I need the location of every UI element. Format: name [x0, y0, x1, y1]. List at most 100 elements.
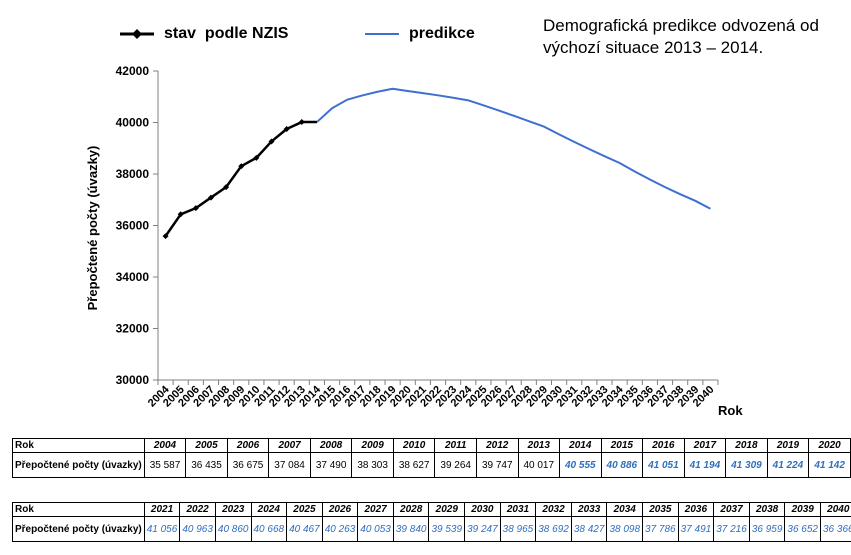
table-year-cell: 2023 [214, 502, 252, 517]
data-point-nzis [253, 154, 260, 161]
data-point-nzis [298, 119, 305, 126]
series-line-predikce [316, 87, 711, 210]
table-year-cell: 2038 [748, 502, 786, 517]
table-value-cell: 40 860 [214, 516, 252, 542]
caption-line-1: Demografická predikce odvozená od [543, 16, 819, 35]
chart-series [162, 87, 711, 240]
table-year-cell: 2039 [784, 502, 821, 517]
table-year-cell: 2014 [559, 438, 602, 453]
table-year-cell: 2004 [143, 438, 187, 453]
table-value-cell: 40 467 [286, 516, 323, 542]
table-value-cell: 39 539 [428, 516, 466, 542]
table-value-cell: 38 627 [392, 452, 436, 478]
table-value-cell: 37 491 [677, 516, 715, 542]
y-tick-label: 38000 [116, 167, 150, 181]
data-point-nzis [283, 126, 290, 133]
table-year-cell: 2037 [713, 502, 750, 517]
table-year-cell: 2025 [286, 502, 323, 517]
table-value-cell: 38 427 [570, 516, 608, 542]
table-value-cell: 38 303 [351, 452, 394, 478]
data-point-nzis [162, 233, 169, 240]
data-point-nzis [177, 211, 184, 218]
table-year-cell: 2017 [683, 438, 727, 453]
table-year-cell: 2006 [226, 438, 270, 453]
legend-marker-predikce [365, 33, 399, 35]
y-axis-ticks: 30000 32000 34000 36000 38000 40000 42000 [116, 64, 158, 387]
table-value-cell: 37 786 [642, 516, 679, 542]
table-year-cell: 2019 [766, 438, 810, 453]
table-year-cell: 2027 [357, 502, 394, 517]
table-value-cell: 41 194 [683, 452, 727, 478]
table-year-cell: 2020 [808, 438, 851, 453]
data-point-nzis [223, 184, 230, 191]
chart-caption: Demografická predikce odvozená od výchoz… [543, 15, 819, 59]
table-value-cell: 36 435 [185, 452, 228, 478]
legend-label-predikce: predikce [409, 25, 475, 42]
legend-label-nzis: stav podle NZIS [164, 25, 289, 42]
table-value-cell: 39 264 [434, 452, 477, 478]
y-axis-label: Přepočtené počty (úvazky) [85, 146, 100, 311]
table-value-cell: 41 224 [766, 452, 810, 478]
table-year-cell: 2028 [392, 502, 430, 517]
table-value-cell: 39 840 [392, 516, 430, 542]
table-year-cell: 2007 [268, 438, 311, 453]
table-value-cell: 37 216 [713, 516, 750, 542]
table-value-cell: 38 098 [606, 516, 644, 542]
table-value-cell: 41 142 [808, 452, 851, 478]
table-year-cell: 2008 [309, 438, 353, 453]
legend-marker-nzis [120, 29, 154, 39]
caption-line-2: výchozí situace 2013 – 2014. [543, 38, 764, 57]
x-axis-label: Rok [718, 403, 743, 418]
table-value-cell: 40 555 [559, 452, 602, 478]
table-year-cell: 2032 [535, 502, 572, 517]
table-year-cell: 2029 [428, 502, 466, 517]
table-value-cell: 36 652 [784, 516, 821, 542]
y-tick-label: 30000 [116, 373, 150, 387]
table-value-cell: 40 263 [321, 516, 359, 542]
data-table-2021-2040: Rok 2021 2022 2023 2024 2025 2026 2027 2028 2029 2… [12, 502, 851, 542]
table-year-cell: 2009 [351, 438, 394, 453]
table-value-cell: 38 692 [535, 516, 572, 542]
table-year-cell: 2030 [464, 502, 501, 517]
table-year-cell: 2021 [143, 502, 181, 517]
table-year-cell: 2013 [517, 438, 561, 453]
table-year-cell: 2034 [606, 502, 644, 517]
table-year-cell: 2033 [570, 502, 608, 517]
table-row-label: Přepočtené počty (úvazky) [12, 516, 145, 542]
series-line-nzis [164, 120, 317, 237]
data-point-nzis [207, 194, 214, 201]
table-year-cell: 2005 [185, 438, 228, 453]
table-year-cell: 2035 [642, 502, 679, 517]
table-year-cell: 2018 [725, 438, 768, 453]
table-year-cell: 2010 [392, 438, 436, 453]
table-year-cell: 2036 [677, 502, 715, 517]
data-point-nzis [268, 138, 275, 145]
table-value-cell: 40 963 [179, 516, 216, 542]
table-year-cell: 2015 [600, 438, 644, 453]
x-axis-ticks: 2004200520062007200820092010201120122013… [146, 380, 719, 409]
table-value-cell: 41 056 [143, 516, 181, 542]
table-row-label: Rok [12, 438, 145, 453]
line-chart: 30000 32000 34000 36000 38000 40000 42000 2004… [85, 64, 743, 418]
table-value-cell: 36 675 [226, 452, 270, 478]
table-value-cell: 38 965 [499, 516, 537, 542]
table-value-cell: 40 053 [357, 516, 394, 542]
table-year-cell: 2040 [820, 502, 851, 517]
y-tick-label: 36000 [116, 219, 150, 233]
data-point-nzis [238, 163, 245, 170]
y-tick-label: 42000 [116, 64, 150, 78]
chart-axes [157, 71, 718, 381]
table-row-label: Rok [12, 502, 145, 517]
legend-item-nzis: stav podle NZIS [120, 22, 288, 46]
table-value-cell: 35 587 [143, 452, 187, 478]
y-tick-label: 32000 [116, 322, 150, 336]
table-year-cell: 2024 [250, 502, 288, 517]
table-year-cell: 2022 [179, 502, 216, 517]
table-value-cell: 39 247 [464, 516, 501, 542]
table-value-cell: 39 747 [475, 452, 519, 478]
table-year-cell: 2011 [434, 438, 477, 453]
table-value-cell: 40 017 [517, 452, 561, 478]
table-value-cell: 40 886 [600, 452, 644, 478]
table-value-cell: 36 366 [820, 516, 851, 542]
data-point-nzis [192, 205, 199, 212]
